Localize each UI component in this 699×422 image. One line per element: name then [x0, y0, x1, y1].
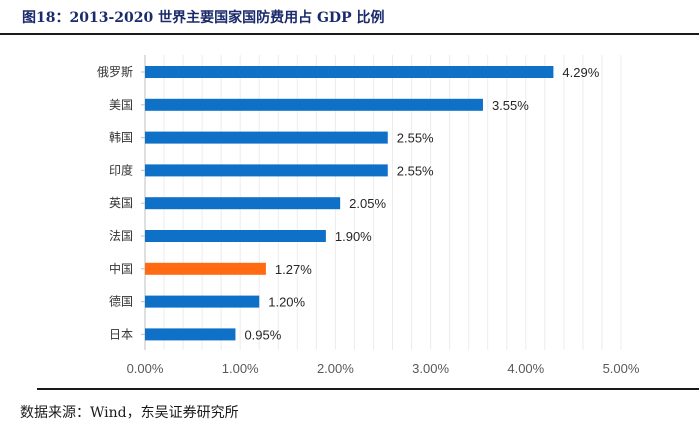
- category-label: 英国: [109, 196, 133, 210]
- category-label: 中国: [109, 261, 133, 276]
- category-label: 俄罗斯: [97, 65, 133, 79]
- x-tick-label: 2.00%: [317, 361, 354, 376]
- data-label: 1.20%: [268, 295, 305, 310]
- bar: [145, 262, 266, 275]
- bottom-rule: [37, 388, 699, 390]
- x-tick-label: 4.00%: [507, 361, 544, 376]
- bar: [145, 98, 483, 111]
- x-tick-label: 0.00%: [127, 361, 164, 376]
- x-tick-label: 1.00%: [222, 361, 259, 376]
- top-rule: [0, 33, 699, 35]
- category-label: 法国: [109, 229, 133, 243]
- data-label: 3.55%: [492, 98, 529, 113]
- data-label: 1.27%: [275, 262, 312, 277]
- data-label: 2.05%: [349, 196, 386, 211]
- category-label: 韩国: [109, 130, 133, 145]
- x-tick-label: 5.00%: [603, 361, 640, 376]
- bar: [145, 131, 388, 144]
- bar: [145, 295, 260, 308]
- figure-title: 图18：2013-2020 世界主要国家国防费用占 GDP 比例: [22, 10, 385, 26]
- category-label: 日本: [109, 327, 133, 341]
- data-label: 2.55%: [397, 131, 434, 146]
- bar: [145, 230, 326, 242]
- bar: [145, 164, 388, 177]
- category-label: 美国: [109, 98, 133, 112]
- data-label: 4.29%: [562, 65, 599, 80]
- x-tick-label: 3.00%: [412, 361, 449, 376]
- bar: [145, 197, 341, 210]
- data-label: 2.55%: [397, 163, 434, 178]
- category-label: 印度: [109, 162, 133, 177]
- category-label: 德国: [109, 294, 133, 309]
- bar: [145, 328, 236, 341]
- source-note: 数据来源：Wind，东吴证券研究所: [20, 405, 239, 421]
- bar: [145, 66, 554, 78]
- data-label: 1.90%: [335, 229, 372, 244]
- data-label: 0.95%: [244, 327, 281, 342]
